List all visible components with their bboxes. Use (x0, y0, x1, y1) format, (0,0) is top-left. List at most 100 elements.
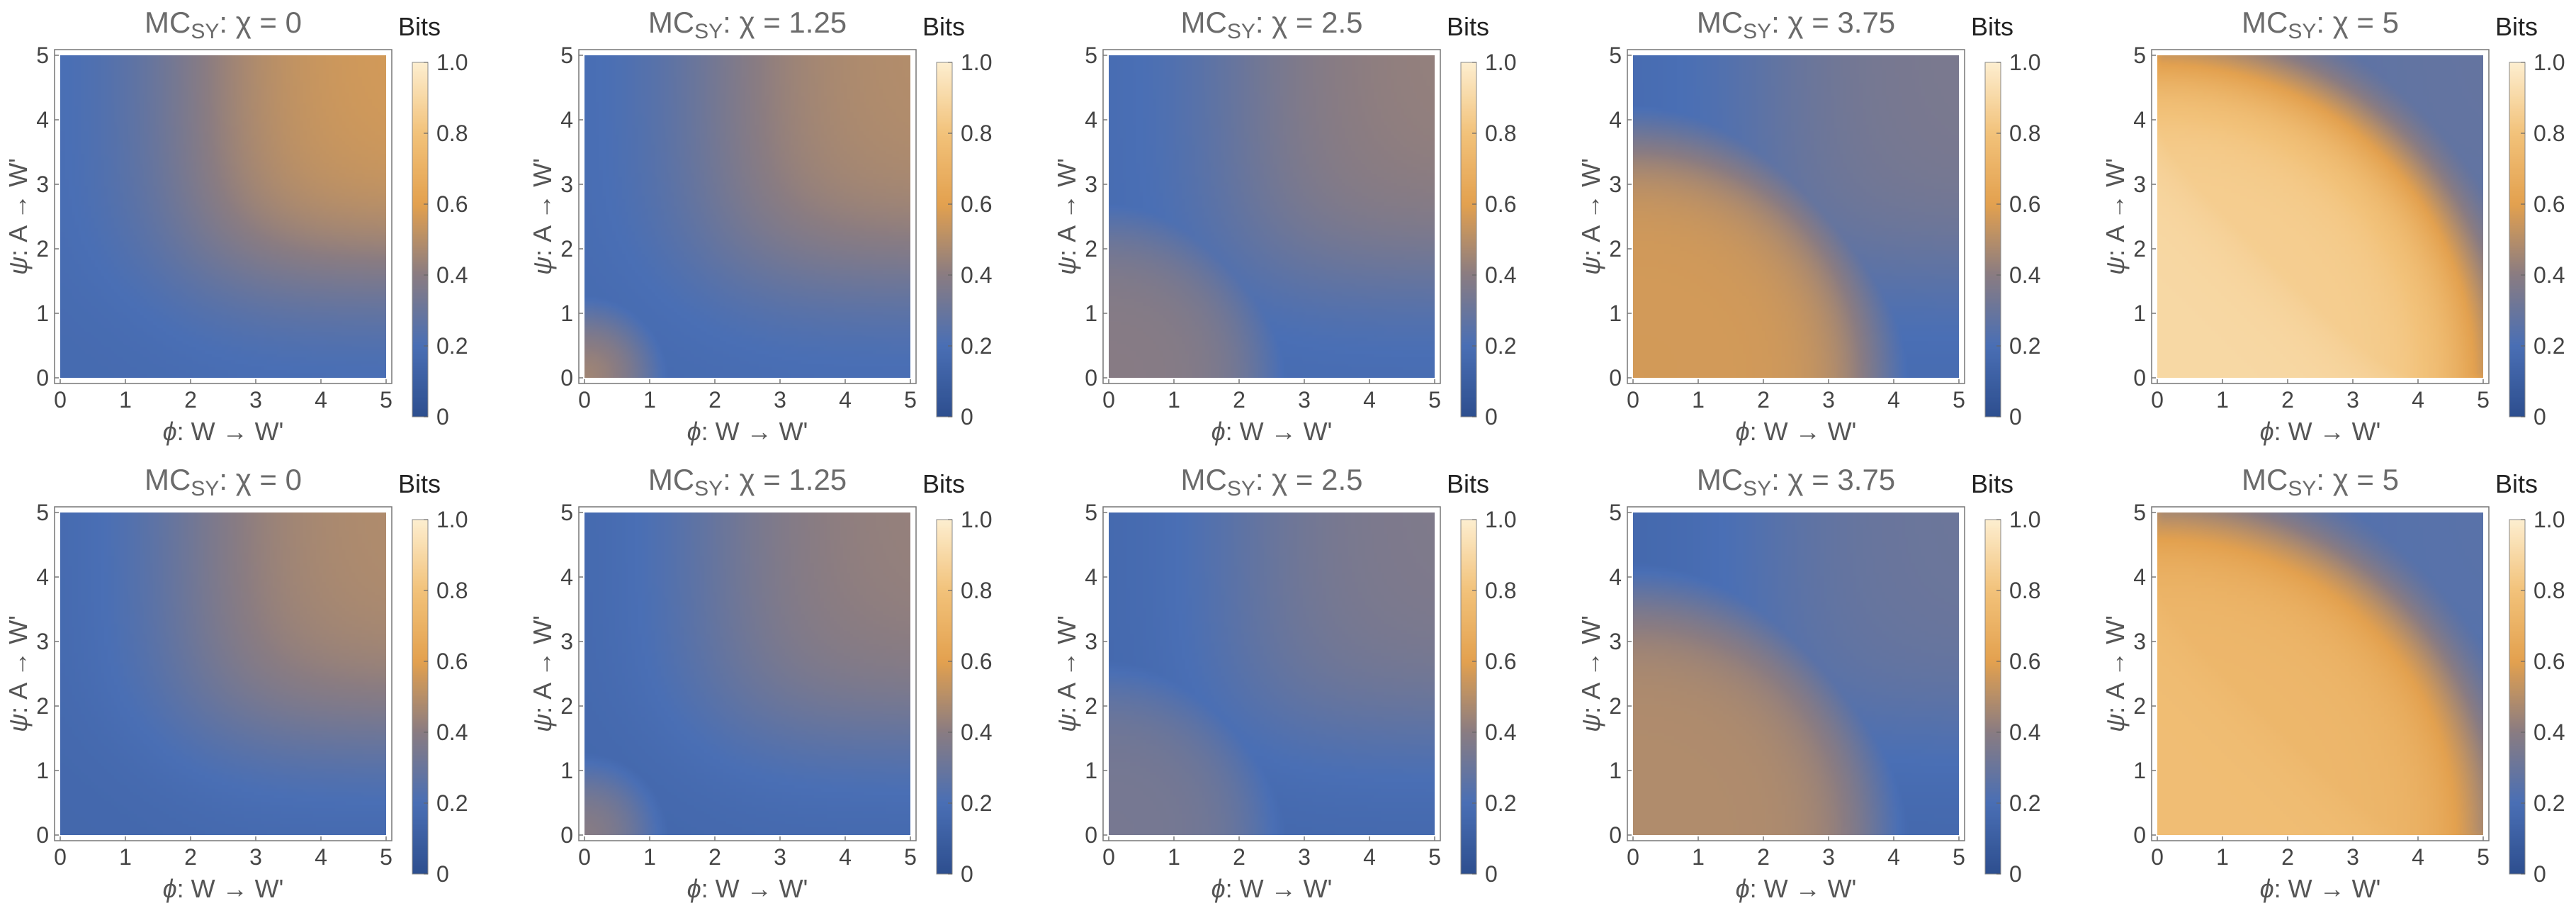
y-axis-label: ψ: A → W' (2101, 158, 2130, 275)
colorbar-tick-label: 0.8 (2533, 578, 2565, 603)
title-main: MC (2242, 6, 2288, 39)
x-tick-label: 0 (1627, 844, 1639, 870)
x-tick-label: 1 (2216, 844, 2229, 870)
y-tick-label: 1 (1085, 301, 1097, 326)
colorbar-title: Bits (1971, 469, 2013, 498)
x-tick-label: 3 (249, 844, 262, 870)
colorbar-frame (1460, 62, 1477, 418)
x-tick-label: 3 (1822, 387, 1835, 413)
colorbar-tick-label: 1.0 (961, 507, 992, 532)
colorbar-tick-label: 1.0 (436, 507, 468, 532)
title-main: MC (145, 6, 191, 39)
title-main: MC (2242, 463, 2288, 496)
y-tick-label: 3 (36, 629, 49, 654)
y-tick-label: 1 (1609, 758, 1622, 783)
y-axis-label: ψ: A → W' (2101, 615, 2130, 732)
colorbar-tick-label: 0.8 (961, 578, 992, 603)
title-subscript: SY (2288, 20, 2316, 43)
x-axis-text: : W → W' (1226, 874, 1333, 903)
colorbar-title: Bits (1447, 469, 1489, 498)
y-tick-label: 1 (1609, 301, 1622, 326)
colorbar-tick-label: 1.0 (2009, 507, 2040, 532)
y-axis-symbol: ψ (1052, 714, 1081, 732)
y-axis-symbol: ψ (528, 257, 557, 275)
plot-frame (578, 49, 917, 384)
colorbar-tick-label: 0.4 (2009, 262, 2040, 288)
heatmap-axes: MCSY: χ = 5 0 1 2 3 4 5 0 1 2 3 4 5 ϕ: W → W' ψ: A → W… (2101, 6, 2565, 446)
x-tick-label: 1 (119, 844, 132, 870)
colorbar-tick-label: 1.0 (2533, 507, 2565, 532)
y-axis-text: : A → W' (1576, 615, 1605, 714)
x-tick-label: 0 (2151, 844, 2164, 870)
heatmap-image (2157, 55, 2483, 378)
x-tick-label: 4 (2412, 387, 2424, 413)
heatmap-panel: MCSY: χ = 1.25 0 1 2 3 4 5 0 1 2 3 4 5 ϕ: W → W' ψ: A … (524, 457, 1049, 911)
y-tick-label: 0 (1609, 822, 1622, 848)
title-subscript: SY (694, 20, 723, 43)
colorbar-tick-label: 0.2 (961, 333, 992, 359)
heatmap-axes: MCSY: χ = 5 0 1 2 3 4 5 0 1 2 3 4 5 ϕ: W → W' ψ: A → W… (2101, 463, 2565, 903)
colorbar-tick-label: 0.2 (2533, 790, 2565, 816)
y-tick-label: 4 (2133, 564, 2146, 590)
heatmap-image (1633, 55, 1959, 378)
colorbar-frame (412, 62, 429, 418)
x-tick-label: 4 (839, 844, 852, 870)
title-rest: : χ = 3.75 (1771, 6, 1895, 39)
x-axis-symbol: ϕ (1736, 417, 1750, 446)
heatmap-axes: MCSY: χ = 0 0 1 2 3 4 5 0 1 2 3 4 5 ϕ: W → W' ψ: A → W… (4, 6, 468, 446)
colorbar-tick-label: 0.6 (961, 649, 992, 674)
colorbar-tick-label: 0.8 (961, 121, 992, 146)
x-axis-label: ϕ: W → W' (687, 417, 808, 446)
plot-frame (2151, 49, 2490, 384)
plot-frame (2151, 506, 2490, 841)
title-main: MC (1697, 463, 1743, 496)
heatmap-image (60, 512, 386, 835)
plot-frame (1102, 506, 1441, 841)
colorbar-frame (412, 519, 429, 875)
x-tick-label: 2 (2281, 387, 2294, 413)
heatmap-panel: MCSY: χ = 5 0 1 2 3 4 5 0 1 2 3 4 5 ϕ: W → W' ψ: A → W… (2097, 457, 2576, 911)
x-tick-label: 1 (1692, 387, 1705, 413)
x-tick-label: 5 (2477, 387, 2490, 413)
y-tick-label: 2 (1085, 693, 1097, 719)
panel-title: MCSY: χ = 2.5 (1181, 463, 1363, 500)
y-axis-symbol: ψ (1052, 257, 1081, 275)
colorbar-tick-label: 0 (2009, 861, 2022, 887)
colorbar-tick-label: 1.0 (436, 50, 468, 75)
heatmap-panel: MCSY: χ = 0 0 1 2 3 4 5 0 1 2 3 4 5 ϕ: W → W' ψ: A → W… (0, 457, 524, 911)
y-axis-label: ψ: A → W' (4, 615, 33, 732)
y-axis-label: ψ: A → W' (1052, 158, 1081, 275)
y-axis-text: : A → W' (2101, 158, 2130, 257)
colorbar-tick-label: 0.4 (2533, 262, 2565, 288)
title-subscript: SY (694, 477, 723, 500)
colorbar-tick-label: 0.4 (436, 262, 468, 288)
y-tick-label: 0 (1085, 822, 1097, 848)
y-axis-label: ψ: A → W' (4, 158, 33, 275)
title-rest: : χ = 5 (2316, 463, 2399, 496)
panel-title: MCSY: χ = 1.25 (648, 6, 847, 43)
x-tick-label: 5 (904, 844, 917, 870)
title-main: MC (1181, 463, 1227, 496)
colorbar-tick-label: 0 (436, 861, 449, 887)
title-main: MC (648, 463, 694, 496)
y-tick-label: 2 (560, 236, 573, 262)
colorbar-tick-label: 0.2 (2533, 333, 2565, 359)
y-tick-label: 1 (560, 758, 573, 783)
title-rest: : χ = 3.75 (1771, 463, 1895, 496)
colorbar-frame (1984, 62, 2001, 418)
x-tick-label: 2 (708, 387, 721, 413)
x-axis-symbol: ϕ (1211, 417, 1226, 446)
heatmap-axes: MCSY: χ = 2.5 0 1 2 3 4 5 0 1 2 3 4 5 ϕ: W → W' ψ: A →… (1052, 6, 1516, 446)
x-tick-label: 4 (1887, 387, 1900, 413)
y-tick-label: 2 (36, 693, 49, 719)
x-tick-label: 5 (1428, 387, 1441, 413)
plot-frame (54, 506, 392, 841)
panel-title: MCSY: χ = 2.5 (1181, 6, 1363, 43)
colorbar-tick-label: 0.4 (436, 719, 468, 745)
x-tick-label: 4 (315, 844, 327, 870)
y-axis-symbol: ψ (2101, 257, 2130, 275)
title-main: MC (145, 463, 191, 496)
y-tick-label: 1 (2133, 758, 2146, 783)
colorbar-tick-label: 0.6 (2533, 191, 2565, 217)
title-subscript: SY (2288, 477, 2316, 500)
